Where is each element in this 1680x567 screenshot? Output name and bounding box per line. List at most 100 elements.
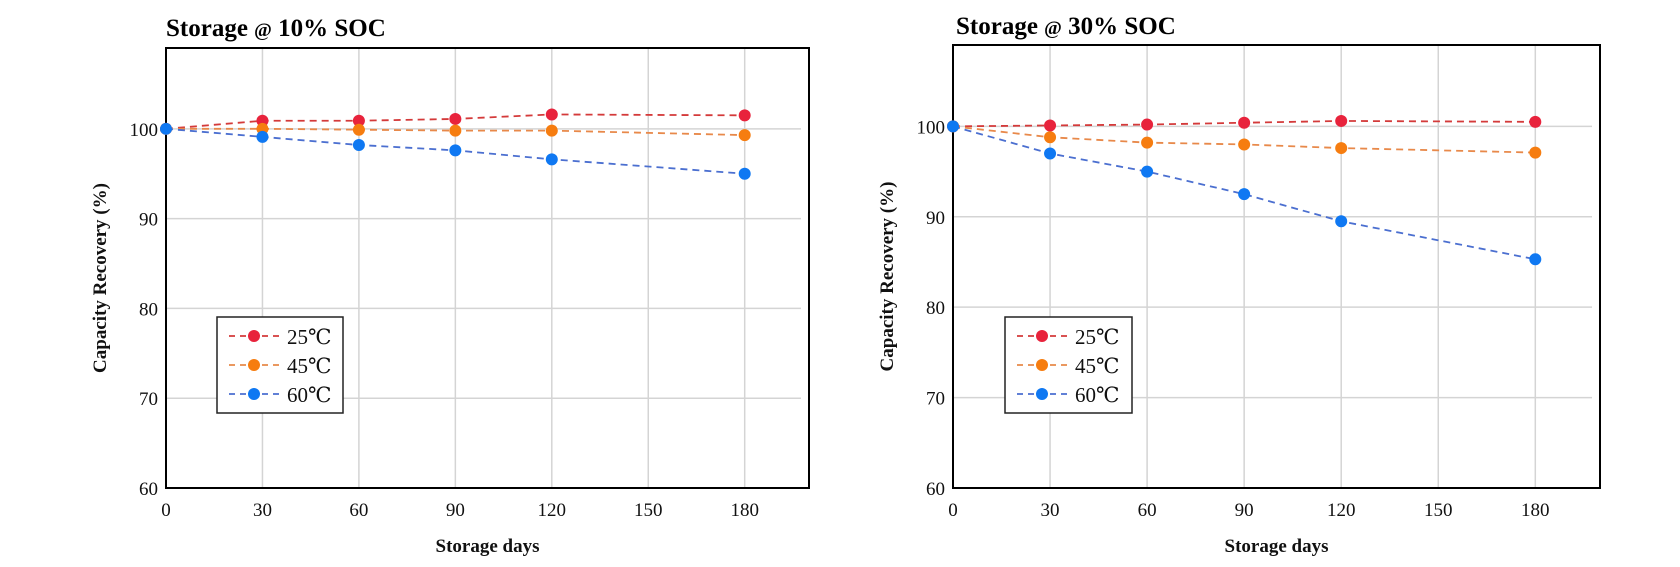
chart-title-part: 10% SOC [272, 15, 386, 42]
chart-title-at: @ [1044, 18, 1062, 39]
data-point [1141, 136, 1154, 149]
data-point [352, 138, 365, 151]
plot-frame [165, 47, 810, 489]
chart-title-part: Storage [956, 13, 1044, 40]
series-line [165, 127, 745, 175]
legend: 25℃ 45℃ 60℃ [216, 316, 344, 414]
x-tick-label: 0 [161, 500, 171, 521]
series-line [952, 125, 1536, 261]
y-tick-label: 60 [139, 479, 158, 500]
legend-item: 60℃ [1017, 383, 1120, 407]
legend-marker [1036, 359, 1048, 371]
plot-frame [952, 44, 1601, 489]
legend-item: 45℃ [229, 354, 332, 378]
series-line [165, 113, 745, 130]
legend-item: 60℃ [229, 383, 332, 407]
data-point [738, 129, 751, 142]
legend-box [1004, 316, 1133, 414]
data-point [947, 120, 959, 133]
chart-title-part: Storage [166, 15, 254, 42]
x-tick-label: 90 [446, 500, 465, 521]
y-tick-label: 70 [926, 389, 945, 410]
legend-marker [1036, 330, 1048, 342]
data-point [352, 114, 365, 127]
chart-title: Storage @ 30% SOC [956, 13, 1176, 40]
y-axis-label: Capacity Recovery (%) [877, 182, 898, 372]
gridlines [953, 45, 1592, 488]
x-tick-label: 30 [1041, 500, 1060, 521]
legend-label: 45℃ [287, 354, 332, 378]
legend-marker [1036, 388, 1048, 400]
data-point [1238, 188, 1251, 201]
chart-storage-10-soc: Storage @ 10% SOC 0 30 60 90 120 150 180 60 70 80 9… [90, 15, 810, 557]
y-tick-label: 80 [926, 298, 945, 319]
y-tick-label: 90 [139, 210, 158, 231]
data-point [160, 122, 172, 135]
data-point [449, 144, 462, 157]
data-point [738, 109, 751, 122]
data-point [1335, 114, 1348, 127]
chart-title: Storage @ 10% SOC [166, 15, 386, 42]
y-axis-label: Capacity Recovery (%) [90, 183, 111, 373]
data-point [1238, 116, 1251, 129]
x-tick-label: 30 [253, 500, 272, 521]
series-line [166, 127, 745, 137]
data-point [1141, 165, 1154, 178]
x-tick-label: 180 [730, 500, 759, 521]
x-tick-label: 180 [1521, 500, 1550, 521]
data-point [256, 130, 269, 143]
data-point [1044, 147, 1057, 160]
data-point [1529, 115, 1542, 128]
chart-title-part: 30% SOC [1062, 13, 1176, 40]
gridlines [166, 48, 801, 488]
legend-marker [248, 388, 260, 400]
series-60c [160, 122, 751, 180]
legend-marker [248, 359, 260, 371]
legend-label: 60℃ [1075, 383, 1120, 407]
y-tick-label: 90 [926, 208, 945, 229]
x-tick-label: 120 [538, 500, 567, 521]
legend-label: 45℃ [1075, 354, 1120, 378]
x-axis-label: Storage days [1225, 536, 1329, 557]
legend-item: 25℃ [1017, 325, 1120, 349]
x-tick-label: 150 [1424, 500, 1453, 521]
legend-label: 60℃ [287, 383, 332, 407]
x-tick-label: 120 [1327, 500, 1356, 521]
legend-item: 45℃ [1017, 354, 1120, 378]
data-point [545, 153, 558, 166]
data-point [1044, 131, 1057, 144]
y-tick-label: 100 [130, 120, 159, 141]
data-point [449, 124, 462, 137]
legend: 25℃ 45℃ 60℃ [1004, 316, 1133, 414]
x-tick-label: 60 [1138, 500, 1157, 521]
series-line [952, 125, 1536, 154]
legend-label: 25℃ [1075, 325, 1120, 349]
data-point [545, 124, 558, 137]
chart-storage-30-soc: Storage @ 30% SOC 0 30 60 90 120 150 180 60 70 80 9… [877, 13, 1601, 557]
series-45c [947, 120, 1542, 159]
data-point [1335, 215, 1348, 228]
data-point [1141, 118, 1154, 131]
y-tick-label: 70 [139, 389, 158, 410]
data-point [1238, 138, 1251, 151]
legend-label: 25℃ [287, 325, 332, 349]
data-point [352, 123, 365, 136]
legend-marker [248, 330, 260, 342]
y-tick-label: 100 [917, 117, 946, 138]
data-point [1529, 146, 1542, 159]
y-tick-label: 60 [926, 479, 945, 500]
data-point [449, 112, 462, 125]
data-point [1529, 253, 1542, 266]
legend-box [216, 316, 344, 414]
x-tick-label: 150 [634, 500, 663, 521]
series-line [952, 120, 1536, 128]
chart-title-at: @ [254, 20, 272, 41]
data-point [1044, 119, 1057, 132]
data-point [545, 108, 558, 121]
y-tick-label: 80 [139, 299, 158, 320]
data-point [738, 167, 751, 180]
data-point [1335, 142, 1348, 155]
x-tick-label: 60 [349, 500, 368, 521]
x-tick-label: 90 [1235, 500, 1254, 521]
